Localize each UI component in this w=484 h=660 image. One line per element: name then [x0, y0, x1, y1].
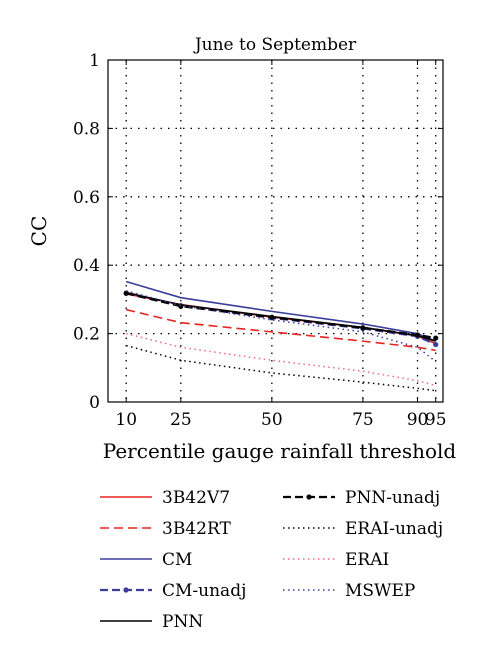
legend-label: PNN: [162, 612, 203, 632]
legend-item: PNN-unadj: [283, 488, 440, 508]
series-point-PNN-unadj: [269, 314, 275, 320]
series-point-PNN-unadj: [433, 335, 439, 341]
legend-item: 3B42RT: [100, 519, 231, 539]
series-line-PNN-unadj: [125, 292, 436, 340]
series-point-PNN-unadj: [123, 290, 129, 296]
y-tick-label: 1: [89, 51, 100, 71]
y-tick-label: 0.2: [73, 325, 100, 345]
legend-label: PNN-unadj: [345, 488, 440, 508]
series-line-MSWEP: [126, 290, 437, 363]
y-axis-label: CC: [27, 216, 51, 247]
legend-item: 3B42V7: [100, 488, 230, 508]
legend-label: ERAI-unadj: [345, 519, 443, 539]
x-tick-label: 25: [170, 410, 192, 430]
series-line-CM: [125, 280, 437, 342]
legend-label: CM-unadj: [162, 581, 246, 601]
y-tick-label: 0: [89, 393, 100, 413]
legend-marker: [306, 494, 312, 500]
legend: 3B42V7 PNN-unadj 3B42RT ERAI-unadj CM ERAI CM-…: [100, 488, 443, 632]
y-tick-label: 0.4: [73, 256, 100, 276]
x-tick-label: 90: [407, 410, 429, 430]
x-tick-label: 50: [261, 410, 283, 430]
series-line-ERAI: [126, 332, 436, 387]
legend-item: MSWEP: [283, 581, 415, 601]
series-point-PNN-unadj: [360, 325, 366, 331]
legend-item: ERAI-unadj: [283, 519, 443, 539]
x-tick-label: 75: [352, 410, 374, 430]
series-point-PNN-unadj: [414, 332, 421, 338]
y-tick-label: 0.6: [73, 188, 100, 208]
legend-label: 3B42V7: [162, 488, 230, 508]
legend-marker: [123, 587, 129, 593]
plot-series: [123, 280, 439, 392]
legend-item: ERAI: [283, 550, 389, 570]
y-tick-label: 0.8: [73, 119, 100, 139]
legend-label: MSWEP: [345, 581, 415, 601]
legend-item: CM: [100, 550, 192, 570]
legend-item: PNN: [100, 612, 203, 632]
x-tick-label: 95: [425, 410, 447, 430]
series-line-ERAI-unadj: [126, 344, 436, 392]
legend-label: 3B42RT: [162, 519, 231, 539]
series-point-PNN-unadj: [178, 303, 184, 309]
series-line-3B42RT: [126, 308, 436, 352]
grid: [108, 60, 443, 402]
x-tick-label: 10: [115, 410, 137, 430]
x-axis-label: Percentile gauge rainfall threshold: [103, 439, 457, 463]
legend-label: ERAI: [345, 550, 389, 570]
chart-title: June to September: [193, 35, 357, 55]
legend-label: CM: [162, 550, 192, 570]
legend-item: CM-unadj: [100, 581, 246, 601]
series-point-CM-unadj: [433, 341, 439, 348]
plot-frame: [107, 59, 444, 403]
